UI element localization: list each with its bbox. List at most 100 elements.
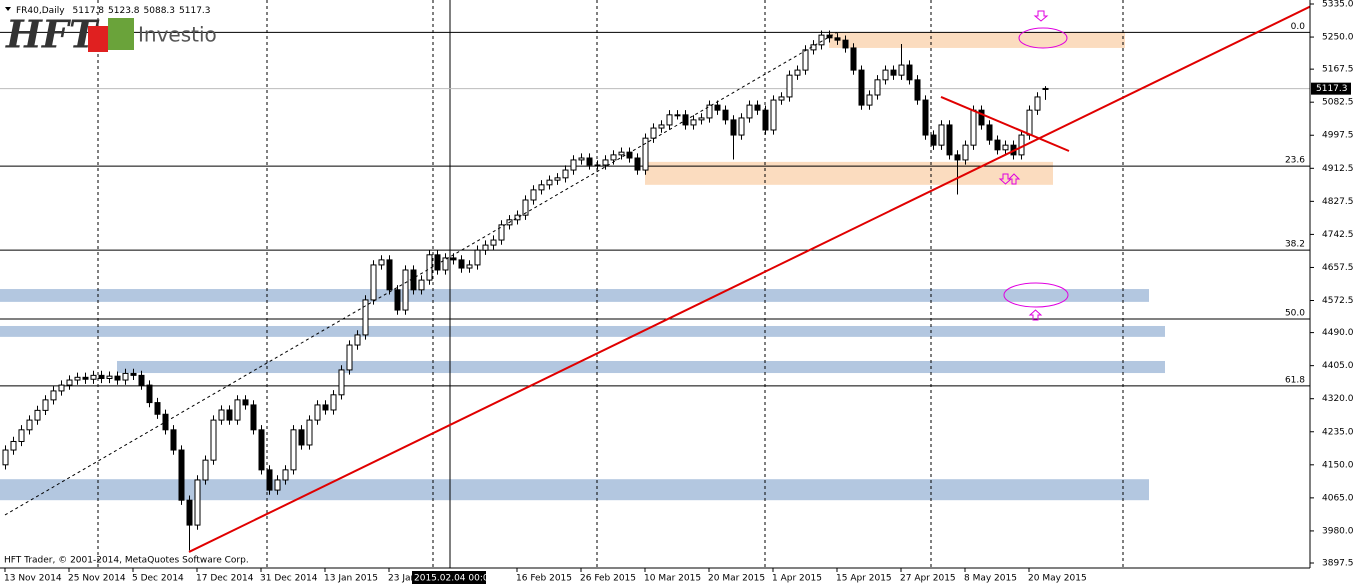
price-label: 5117.3 <box>1316 84 1348 94</box>
y-tick-label: 3980.0 <box>1322 526 1354 536</box>
candle-body <box>122 372 129 381</box>
trendline <box>4 31 838 516</box>
crosshair-box <box>412 571 486 584</box>
candle-body <box>402 269 409 311</box>
candle-body <box>378 259 385 266</box>
candle-body <box>522 199 529 216</box>
candle-body <box>2 449 9 466</box>
candle-body <box>602 159 609 166</box>
y-tick-label: 4405.0 <box>1322 361 1354 371</box>
candle-body <box>666 114 673 126</box>
candle-body <box>266 469 273 491</box>
ellipse <box>1018 27 1068 49</box>
candle-body <box>922 99 929 136</box>
trendlines <box>4 5 1310 553</box>
candle-body <box>306 419 313 446</box>
candle-body <box>482 244 489 251</box>
y-tick-label: 4490.0 <box>1322 328 1354 338</box>
candle-body <box>442 257 449 271</box>
price-box <box>1311 82 1351 95</box>
y-tick-label: 4065.0 <box>1322 493 1354 503</box>
y-tick-label: 5250.0 <box>1322 33 1354 43</box>
candle-body <box>658 124 665 129</box>
x-tick-label: 25 Nov 2014 <box>68 574 126 584</box>
candle-body <box>242 399 249 406</box>
candle-body <box>362 299 369 336</box>
candle-body <box>594 164 601 167</box>
x-tick-label: 5 Dec 2014 <box>132 574 184 584</box>
trendline <box>188 5 1310 553</box>
fib-label: 61.8 <box>1285 375 1305 385</box>
candle-body <box>290 429 297 471</box>
candle-body <box>322 404 329 411</box>
y-tick-label: 4912.5 <box>1322 164 1354 174</box>
candle-body <box>738 117 745 136</box>
candle-body <box>338 369 345 396</box>
arrow-up <box>1007 173 1021 185</box>
candle-body <box>394 289 401 311</box>
x-tick-label: 13 Nov 2014 <box>4 574 62 584</box>
candle-body <box>418 279 425 291</box>
candle-body <box>946 124 953 156</box>
candle-body <box>234 399 241 421</box>
candle-body <box>282 469 289 481</box>
candle-body <box>210 419 217 461</box>
x-tick-label: 8 May 2015 <box>964 574 1017 584</box>
crosshair-label: 2015.02.04 00:00 <box>414 574 495 584</box>
header-value: 5123.8 <box>108 6 140 16</box>
arrow-up <box>1028 309 1043 321</box>
candle-body <box>714 104 721 111</box>
candle-body <box>866 94 873 106</box>
candle-body <box>842 39 849 49</box>
candle-body <box>546 179 553 186</box>
y-tick-label: 4997.5 <box>1322 131 1354 141</box>
candle-body <box>642 137 649 171</box>
candle-body <box>202 459 209 481</box>
x-tick-label: 17 Dec 2014 <box>196 574 254 584</box>
candle-body <box>794 69 801 76</box>
candle-body <box>458 259 465 269</box>
candle-body <box>410 269 417 291</box>
candle-body <box>954 154 961 161</box>
x-tick-label: 20 May 2015 <box>1028 574 1087 584</box>
candle-body <box>618 151 625 156</box>
candle-body <box>1018 134 1025 156</box>
plot-area: 0.0 23.6 38.2 50.0 61.8 <box>0 0 1310 568</box>
candle-body <box>90 374 97 380</box>
candle-body <box>834 37 841 41</box>
candle-body <box>450 257 457 261</box>
candle-body <box>986 124 993 141</box>
candle-body <box>578 157 585 161</box>
candle-body <box>778 96 785 101</box>
candle-body <box>570 159 577 171</box>
candle-body <box>730 119 737 136</box>
candle-body <box>874 79 881 96</box>
candle-body <box>634 157 641 171</box>
zone <box>0 289 1149 302</box>
header-text: FR40,Daily 5117.8 5123.8 5088.3 5117.3 <box>16 6 211 16</box>
logo-red <box>88 26 108 52</box>
candle-body <box>970 109 977 146</box>
candle-body <box>66 379 73 386</box>
x-tick-label: 15 Apr 2015 <box>836 574 892 584</box>
y-tick-label: 4572.5 <box>1322 296 1354 306</box>
candle-body <box>514 214 521 221</box>
logo: HFT Investio <box>5 12 217 57</box>
candle-body <box>74 376 81 381</box>
candle-body <box>978 109 985 126</box>
candle-body <box>170 429 177 451</box>
header: FR40,Daily 5117.8 5123.8 5088.3 5117.3 <box>5 6 211 16</box>
y-tick-label: 3897.5 <box>1322 559 1354 569</box>
candle-body <box>882 69 889 81</box>
candle-body <box>194 479 201 526</box>
candle-body <box>906 64 913 81</box>
candle-body <box>562 169 569 179</box>
x-tick-label: 31 Dec 2014 <box>260 574 318 584</box>
y-tick-label: 5167.5 <box>1322 65 1354 75</box>
header-arrow <box>5 7 11 11</box>
candle-body <box>826 34 833 39</box>
candle-body <box>98 374 105 379</box>
candle-body <box>10 440 17 451</box>
zone <box>645 161 1053 185</box>
candle-body <box>898 64 905 76</box>
